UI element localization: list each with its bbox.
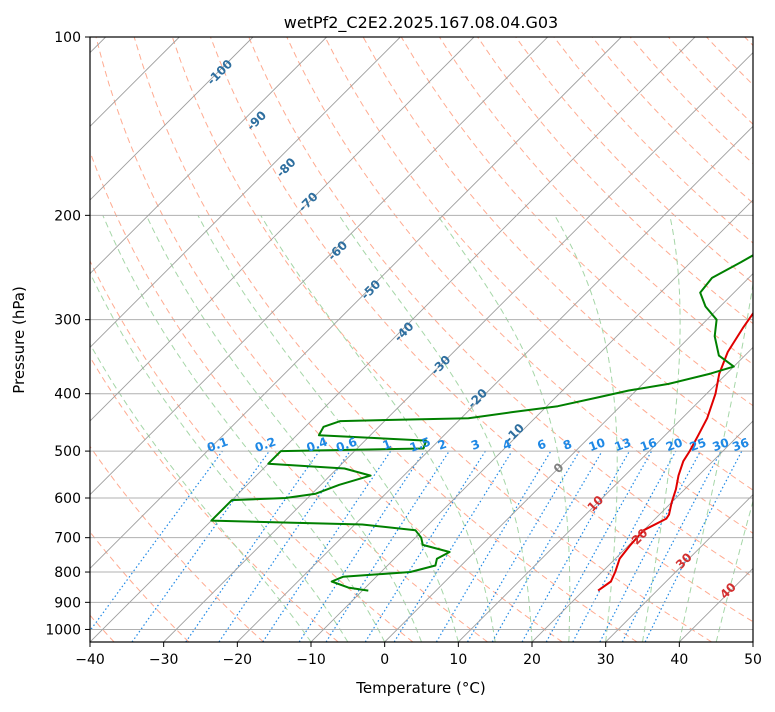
y-axis-title: Pressure (hPa) [10, 286, 28, 394]
y-tick-label: 1000 [45, 622, 81, 638]
mixing-ratio-label: 6 [535, 437, 548, 453]
moist-adiabat-label: 10 [585, 493, 607, 515]
dry-adiabat-line [20, 37, 413, 642]
dry-adiabat-line [707, 37, 775, 642]
mixing-ratio-label: 0.4 [305, 435, 330, 455]
background-lines [0, 37, 775, 642]
dry-adiabat-label: -50 [358, 277, 383, 302]
dry-adiabat-line [0, 37, 338, 642]
isotherm-gridline [679, 37, 775, 642]
x-tick-label: 10 [449, 652, 467, 668]
isotherm-gridline [0, 37, 400, 642]
moist-adiabat-label: 30 [673, 550, 695, 572]
x-axis: −40 −30 −20 −10 0 10 20 30 40 50 [75, 642, 762, 668]
mixing-ratio-label: 0.6 [334, 435, 359, 455]
dry-adiabat-line [745, 37, 775, 642]
mixing-ratio-label: 2 [436, 437, 449, 453]
isotherm-gridline [0, 37, 253, 642]
dry-adiabat-line [0, 37, 264, 642]
mixing-ratio-label: 8 [561, 437, 574, 453]
dry-adiabat-label: -90 [244, 108, 269, 133]
dry-adiabat-line [554, 37, 775, 642]
x-axis-title: Temperature (°C) [355, 679, 485, 697]
dry-adiabat-label: -20 [465, 386, 490, 411]
mixing-ratio-line [600, 451, 701, 642]
moist-adiabat-line [198, 215, 458, 642]
mixing-ratio-line [468, 451, 580, 642]
y-tick-label: 700 [54, 531, 81, 547]
y-tick-label: 800 [54, 565, 81, 581]
y-tick-label: 600 [54, 491, 81, 507]
moist-adiabat-line [339, 215, 532, 642]
x-tick-label: −10 [296, 652, 326, 668]
dry-adiabat-line [96, 37, 562, 642]
isotherm-gridline [0, 37, 327, 642]
mixing-ratio-label: 0.1 [205, 435, 230, 455]
moist-adiabat-line [679, 215, 762, 642]
isotherm-gridline [753, 37, 775, 642]
y-tick-label: 200 [54, 208, 81, 224]
mixing-ratio-line [436, 451, 551, 642]
mixing-ratio-line [82, 451, 223, 642]
isotherm-gridline [458, 37, 775, 642]
moist-adiabat-line [261, 215, 496, 642]
x-tick-label: 20 [523, 652, 541, 668]
y-tick-label: 400 [54, 387, 81, 403]
x-tick-label: 40 [670, 652, 688, 668]
y-tick-label: 900 [54, 595, 81, 611]
mixing-ratio-line [573, 451, 676, 642]
y-axis: 100 200 300 400 500 600 700 800 900 1000 [45, 30, 90, 638]
chart-title: wetPf2_C2E2.2025.167.08.04.G03 [284, 13, 558, 33]
dewpoint-profile-line [211, 37, 775, 591]
isotherm-gridline [0, 37, 548, 642]
x-tick-label: 0 [380, 652, 389, 668]
y-tick-label: 100 [54, 30, 81, 46]
dry-adiabat-line [134, 37, 637, 642]
x-tick-label: 50 [744, 652, 762, 668]
x-tick-label: −40 [75, 652, 105, 668]
moist-adiabat-line [146, 215, 421, 642]
mixing-ratio-line [299, 451, 424, 642]
dry-adiabat-label: -40 [391, 319, 416, 344]
isotherm-gridline [532, 37, 775, 642]
y-tick-label: 300 [54, 313, 81, 329]
plot-frame [90, 37, 753, 642]
dry-adiabat-label: -100 [204, 57, 235, 88]
dry-adiabat-label: -60 [325, 238, 350, 263]
x-tick-label: −30 [149, 652, 179, 668]
y-tick-label: 500 [54, 444, 81, 460]
dry-adiabat-line [58, 37, 488, 642]
isotherm-gridline [311, 37, 775, 642]
mixing-ratio-line [263, 451, 391, 642]
dry-adiabat-label: -80 [273, 155, 298, 180]
moist-adiabat-line [438, 215, 570, 642]
mixing-ratio-label: 1.5 [408, 435, 433, 455]
isotherm-gridline [16, 37, 621, 642]
x-tick-label: 30 [597, 652, 615, 668]
mixing-ratio-label: 0.2 [253, 435, 278, 455]
profile-lines [211, 37, 775, 591]
moist-adiabat-label: 40 [717, 580, 739, 602]
mixing-ratio-line [219, 451, 350, 642]
dry-adiabat-line [0, 37, 189, 642]
x-tick-label: −20 [223, 652, 253, 668]
mixing-ratio-line [522, 451, 629, 642]
isotherm-gridline [237, 37, 775, 642]
mixing-ratio-label: 3 [469, 437, 482, 453]
